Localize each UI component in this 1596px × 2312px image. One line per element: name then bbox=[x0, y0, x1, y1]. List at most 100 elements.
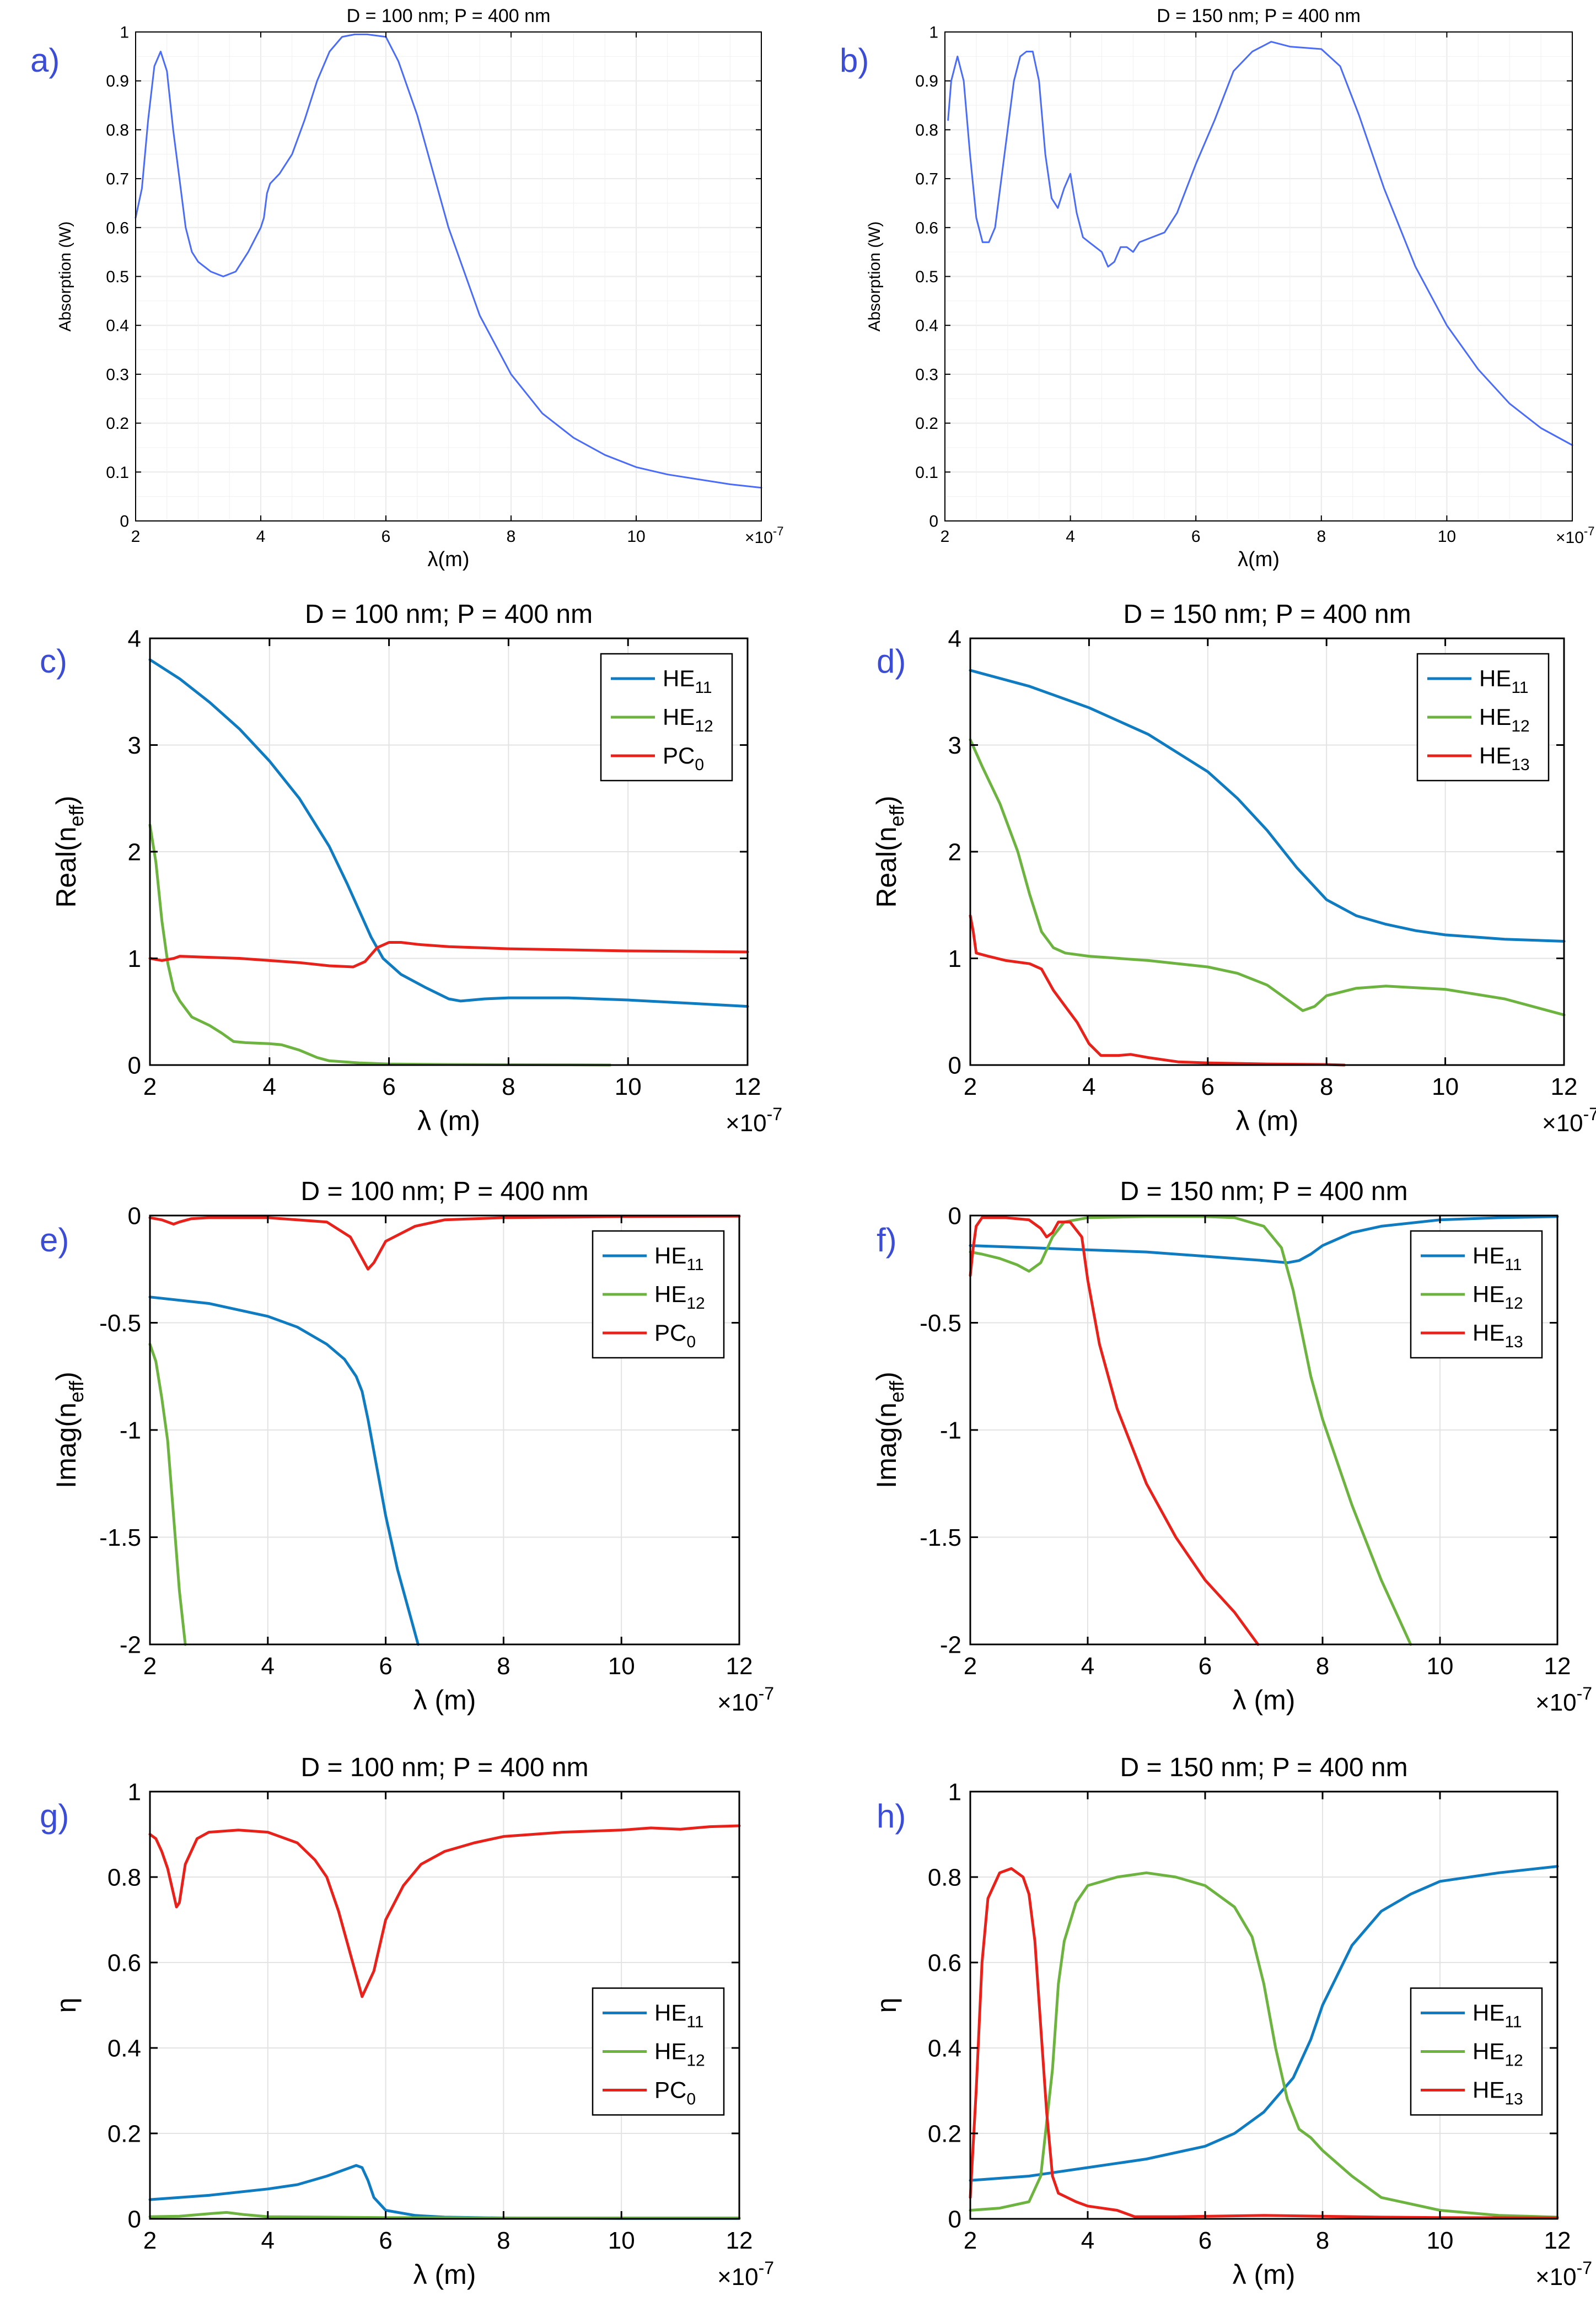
x-tick-label: 10 bbox=[608, 1653, 635, 1680]
y-tick-label: -1 bbox=[120, 1417, 141, 1444]
y-tick-label: -0.5 bbox=[99, 1310, 141, 1337]
panel-label-b: b) bbox=[840, 42, 869, 79]
y-tick-label: 0 bbox=[929, 513, 938, 531]
x-tick-label: 10 bbox=[1438, 528, 1456, 546]
y-tick-label: 0.1 bbox=[915, 464, 938, 482]
y-axis-label-b: Absorption (W) bbox=[866, 221, 884, 331]
series-line-d-he12 bbox=[969, 738, 1566, 1017]
y-tick-label: 1 bbox=[120, 24, 129, 42]
x-axis-label-a: λ(m) bbox=[428, 548, 470, 571]
x-tick-label: 8 bbox=[1316, 528, 1326, 546]
x-tick-label: 12 bbox=[1551, 1073, 1578, 1100]
x-tick-label: 8 bbox=[1320, 1073, 1333, 1100]
x-tick-label: 4 bbox=[261, 1653, 275, 1680]
series-line-e-he11 bbox=[148, 1295, 420, 1646]
legend-entry-sub: 11 bbox=[686, 1256, 703, 1274]
x-tick-label: 8 bbox=[502, 1073, 515, 1100]
x-tick-label: 6 bbox=[379, 1653, 392, 1680]
legend-entry-name: HE bbox=[663, 665, 695, 691]
chart-panel-f: f) D = 150 nm; P = 400 nm 2 4 6 8 10 12 -2 -1.5 -1… bbox=[871, 1177, 1592, 1716]
x-tick-label: 2 bbox=[143, 2227, 157, 2254]
x-multiplier-f: ×10-7 bbox=[1535, 1684, 1592, 1716]
x-multiplier-base: ×10 bbox=[1535, 1689, 1577, 1716]
x-tick-label: 6 bbox=[1191, 528, 1201, 546]
x-multiplier-b: ×10-7 bbox=[1556, 524, 1594, 547]
y-tick-label: 0.6 bbox=[106, 219, 129, 237]
x-tick-label: 8 bbox=[1316, 1653, 1329, 1680]
y-tick-label: 0.2 bbox=[106, 415, 129, 433]
legend-entry-sub: 11 bbox=[1511, 679, 1528, 697]
chart-title-f: D = 150 nm; P = 400 nm bbox=[1120, 1177, 1407, 1206]
legend-entry: HE12 bbox=[1473, 2039, 1523, 2070]
y-tick-label: 0 bbox=[948, 1202, 961, 1229]
y-tick-label: -0.5 bbox=[920, 1310, 961, 1337]
series-line-e-he12 bbox=[148, 1342, 187, 1646]
y-tick-label: 0 bbox=[948, 2206, 961, 2233]
y-tick-label: 1 bbox=[128, 945, 141, 972]
y-tick-label: 0.7 bbox=[106, 170, 129, 189]
y-axis-label-sub: eff bbox=[885, 1380, 908, 1402]
series-line-f-he11 bbox=[969, 1215, 1559, 1265]
panel-label-g: g) bbox=[40, 1798, 69, 1835]
y-tick-label: 0.5 bbox=[915, 268, 938, 286]
x-axis-label-g: λ (m) bbox=[413, 2259, 476, 2290]
grid-a bbox=[135, 31, 762, 521]
legend-entry: HE11 bbox=[1473, 1243, 1522, 1274]
series-line-d-he13 bbox=[969, 914, 1346, 1067]
x-tick-label: 4 bbox=[261, 2227, 275, 2254]
y-tick-label: 1 bbox=[948, 945, 961, 972]
x-tick-label: 4 bbox=[1082, 1073, 1095, 1100]
y-axis-label-text: Absorption (W) bbox=[866, 221, 884, 331]
series-line-a-absorption bbox=[135, 33, 762, 489]
x-tick-label: 2 bbox=[964, 1073, 977, 1100]
legend-entry-sub: 0 bbox=[695, 756, 704, 774]
y-tick-label: 0 bbox=[128, 1052, 141, 1079]
series-line-b-absorption bbox=[947, 41, 1573, 446]
legend-entry-sub: 13 bbox=[1504, 1333, 1523, 1351]
x-axis-label-d: λ (m) bbox=[1236, 1105, 1299, 1136]
y-tick-label: 0.9 bbox=[106, 72, 129, 90]
panel-label-a: a) bbox=[30, 42, 60, 79]
legend-entry-name: HE bbox=[654, 2039, 686, 2064]
x-multiplier-exponent: -7 bbox=[1577, 1684, 1592, 1703]
legend-entry-name: HE bbox=[654, 2000, 686, 2026]
x-tick-label: 4 bbox=[1066, 528, 1075, 546]
y-tick-label: 0.6 bbox=[108, 1949, 141, 1976]
legend-entry-name: HE bbox=[1473, 2077, 1504, 2103]
legend-entry-name: HE bbox=[654, 1281, 686, 1307]
series-line-h-he12 bbox=[969, 1871, 1559, 2219]
x-tick-label: 10 bbox=[615, 1073, 642, 1100]
x-tick-label: 2 bbox=[143, 1073, 157, 1100]
legend-entry-name: HE bbox=[1473, 2039, 1504, 2064]
x-multiplier-exponent: -7 bbox=[1584, 524, 1595, 538]
legend-entry-sub: 11 bbox=[686, 2013, 703, 2031]
series-line-f-he12 bbox=[969, 1215, 1412, 1646]
y-tick-label: 2 bbox=[948, 838, 961, 865]
chart-title-b: D = 150 nm; P = 400 nm bbox=[1157, 6, 1361, 26]
axes-box-g bbox=[149, 1791, 740, 2220]
chart-title-h: D = 150 nm; P = 400 nm bbox=[1120, 1753, 1407, 1782]
chart-panel-g: g)D = 100 nm; P = 400 nm2 4 6 8 10 1200.20.40… bbox=[40, 1753, 774, 2291]
y-tick-label: -1 bbox=[940, 1417, 961, 1444]
x-tick-label: 8 bbox=[497, 1653, 510, 1680]
x-tick-label: 2 bbox=[143, 1653, 157, 1680]
series-line-c-he11 bbox=[148, 658, 749, 1008]
x-multiplier-exponent: -7 bbox=[1583, 1104, 1596, 1124]
y-axis-label-sub: eff bbox=[65, 1380, 88, 1402]
chart-title-g: D = 100 nm; P = 400 nm bbox=[300, 1753, 588, 1782]
x-tick-label: 12 bbox=[734, 1073, 761, 1100]
x-tick-label: 2 bbox=[964, 1653, 977, 1680]
x-multiplier-a: ×10-7 bbox=[745, 524, 783, 547]
y-tick-label: 0 bbox=[120, 513, 129, 531]
x-multiplier-base: ×10 bbox=[1556, 529, 1584, 547]
y-tick-label: 0.3 bbox=[915, 365, 938, 384]
y-tick-label: 3 bbox=[128, 732, 141, 759]
x-tick-label: 12 bbox=[1544, 2227, 1571, 2254]
y-tick-label: 4 bbox=[948, 625, 961, 652]
x-tick-label: 4 bbox=[1081, 2227, 1094, 2254]
legend-entry: HE11 bbox=[654, 2000, 704, 2031]
y-axis-label-text: Imag(n bbox=[871, 1402, 902, 1488]
chart-panel-a: a) D = 100 nm; P = 400 nm 2 4 6 8 10 0 0.1 0.2 0.3… bbox=[30, 6, 783, 571]
y-axis-label-a: Absorption (W) bbox=[56, 221, 74, 331]
